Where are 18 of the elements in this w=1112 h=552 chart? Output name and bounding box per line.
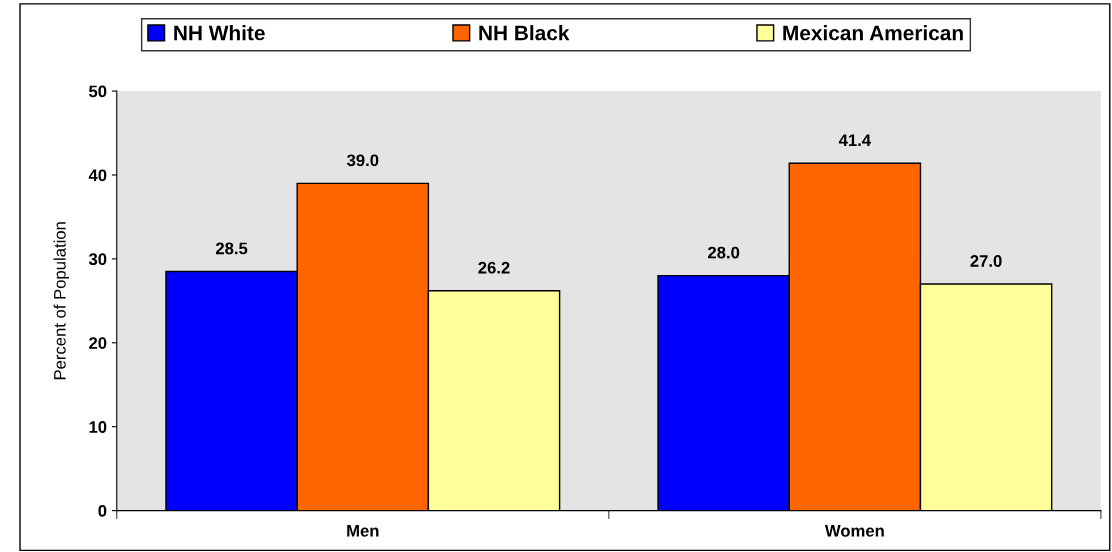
data-label: 28.0: [707, 246, 740, 259]
y-tick-label: 40: [88, 169, 107, 182]
legend-label: NH Black: [479, 25, 570, 41]
y-axis-title: Percent of Population: [53, 222, 70, 380]
y-tick-label: 0: [98, 505, 107, 517]
y-tick-label: 50: [89, 85, 107, 98]
x-tick-label: Men: [347, 525, 379, 537]
data-label: 41.4: [838, 134, 871, 146]
data-label: 39.0: [346, 154, 379, 167]
data-label: 26.2: [478, 261, 510, 274]
legend-label: NH White: [174, 25, 265, 41]
y-tick-label: 30: [88, 253, 107, 266]
data-label: 27.0: [970, 255, 1002, 267]
y-tick-label: 10: [89, 421, 107, 433]
x-tick-label: Women: [824, 525, 884, 537]
y-tick-label: 20: [89, 337, 107, 349]
data-label: 28.5: [215, 242, 248, 255]
legend-label: Mexican American: [783, 25, 963, 41]
